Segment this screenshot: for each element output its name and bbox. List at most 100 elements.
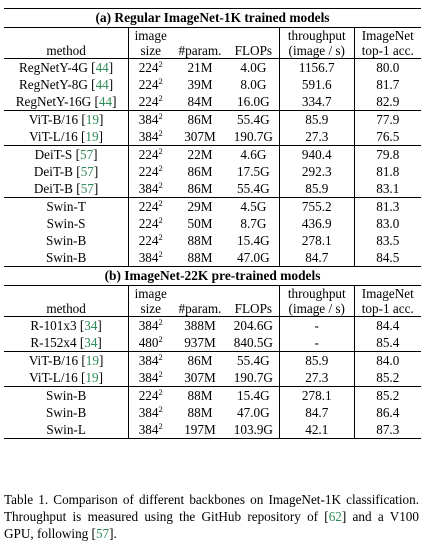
image-size-cell: 3842 [128,369,173,387]
method-name: R-152x4 [30,334,77,350]
image-size-value: 384 [138,128,159,144]
size-header: size [128,42,173,59]
throughput-value: 27.3 [305,128,329,144]
method-name: Swin-S [46,215,86,231]
image-size-value: 224 [138,232,159,248]
param-value: 21M [187,59,213,75]
citation-link[interactable]: 19 [85,128,99,144]
image-size-value: 384 [138,111,159,127]
flops-value: 47.0G [237,404,270,420]
top1-cell: 84.0 [353,351,421,369]
method-cell: R-152x4 [34] [30,334,102,350]
param-cell: 86M [172,110,228,128]
image-size-cell: 3842 [128,316,173,334]
param-value: 50M [187,215,213,231]
section-title-text: (b) ImageNet-22K pre-trained models [104,268,321,284]
method-name: DeiT-S [34,146,73,162]
image-size-value: 384 [138,317,159,333]
flops-value: 4.5G [240,198,267,214]
citation-link[interactable]: 57 [80,180,94,196]
param-value: 22M [187,146,213,162]
table-row: ViT-L/16 [19] 3842 307M 190.7G 27.3 85.2 [4,369,421,387]
citation-link[interactable]: 19 [85,352,99,368]
param-header: #param. [172,301,228,317]
image-size-value: 224 [138,76,159,92]
param-value: 88M [187,387,213,403]
param-value: 307M [184,369,216,385]
image-size-cell: 3842 [128,128,173,146]
image-size-cell: 2242 [128,386,173,404]
citation-link[interactable]: 44 [95,59,109,75]
method-name: DeiT-B [33,180,73,196]
method-name: RegNetY-8G [19,76,88,92]
image-size-cell: 2242 [128,232,173,249]
top1-value: 81.8 [376,163,400,179]
top1-header-label: top-1 acc. [361,300,414,316]
imagenet-header-label: ImageNet [361,27,414,43]
param-cell: 21M [172,59,228,77]
param-cell: 307M [172,369,228,387]
method-name: Swin-B [45,404,87,420]
param-cell: 88M [172,232,228,249]
method-cell: Swin-S [4,215,129,232]
table-row: Swin-T 2242 29M 4.5G 755.2 81.3 [4,197,421,215]
top1-value: 83.1 [376,180,400,196]
citation-link[interactable]: 44 [98,93,113,109]
throughput-cell: - [279,316,355,334]
flops-value: 15.4G [237,387,270,403]
citation-link[interactable]: 19 [85,369,99,385]
top1-cell: 84.5 [353,249,421,267]
top1-cell: 85.4 [353,334,421,352]
caption-citation[interactable]: 57 [95,525,110,541]
image-size-value: 480 [138,334,159,350]
method-name: DeiT-B [33,163,73,179]
image-size-cell: 2242 [128,145,173,163]
method-cell: RegNetY-4G [44] [19,59,114,75]
section-title: (b) ImageNet-22K pre-trained models [4,266,421,286]
image-size-cell: 3842 [128,421,173,439]
param-cell: 39M [172,76,228,93]
throughput-value: 27.3 [305,369,329,385]
section-title: (a) Regular ImageNet-1K trained models [4,8,421,28]
param-value: 39M [187,76,213,92]
flops-value: 47.0G [237,249,270,265]
size-header-label: size [140,42,161,58]
param-cell: 88M [172,249,228,267]
table-row: ViT-B/16 [19] 3842 86M 55.4G 85.9 77.9 [4,110,421,128]
table-row: ViT-L/16 [19] 3842 307M 190.7G 27.3 76.5 [4,128,421,146]
top1-header: top-1 acc. [353,300,421,317]
flops-header [228,28,280,44]
flops-header-label: FLOPs [234,300,273,316]
top1-cell: 79.8 [353,145,421,163]
citation-link[interactable]: 57 [79,146,94,162]
method-cell: RegNetY-16G [44] [15,93,117,109]
citation-link[interactable]: 34 [84,317,98,333]
param-cell: 88M [172,386,228,404]
caption-citation[interactable]: 62 [328,508,342,524]
citation-link[interactable]: 44 [95,76,109,92]
citation-link[interactable]: 19 [85,111,99,127]
image-header: image [128,27,173,43]
citation-link[interactable]: 34 [84,334,98,350]
imagenet-header: ImageNet [353,285,421,301]
image-size-exponent: 2 [158,197,163,208]
flops-cell: 190.7G [228,369,280,387]
caption-text: Table 1. Comparison of different backbon… [4,492,419,524]
flops-cell: 8.7G [228,215,280,232]
citation-link[interactable]: 57 [80,163,94,179]
throughput-cell: 27.3 [279,128,355,146]
param-value: 88M [187,232,213,248]
method-name: Swin-B [45,249,87,265]
method-header: method [4,43,129,59]
method-name: Swin-L [46,421,86,437]
throughput-value: - [314,317,319,333]
flops-value: 16.0G [237,93,270,109]
image-size-exponent: 2 [158,333,163,344]
method-cell: ViT-B/16 [19] [4,110,129,128]
size-header: size [128,301,173,317]
throughput-cell: 27.3 [279,369,355,387]
method-cell: Swin-L [4,421,129,439]
top1-value: 84.5 [376,249,400,265]
top1-cell: 84.4 [353,316,421,334]
throughput-cell: 85.9 [279,180,355,198]
